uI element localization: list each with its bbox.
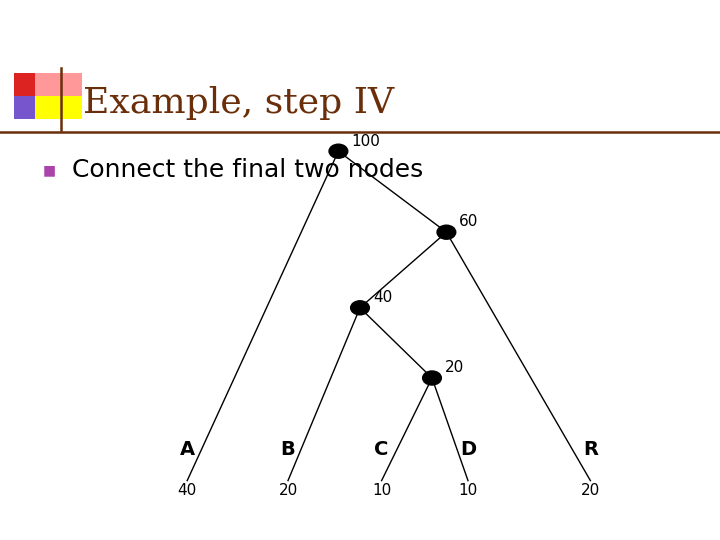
Text: C: C [374,440,389,459]
Text: D: D [460,440,476,459]
FancyBboxPatch shape [35,73,82,96]
Text: 100: 100 [351,133,380,148]
FancyBboxPatch shape [35,96,82,119]
Circle shape [351,301,369,315]
Text: 10: 10 [459,483,477,498]
Text: 60: 60 [459,214,479,230]
FancyBboxPatch shape [14,73,61,96]
Text: 40: 40 [373,290,392,305]
Text: 20: 20 [581,483,600,498]
Text: Example, step IV: Example, step IV [83,86,394,120]
Text: 20: 20 [445,360,464,375]
Text: A: A [179,440,195,459]
Circle shape [423,371,441,385]
Text: 40: 40 [178,483,197,498]
Text: ■: ■ [43,163,56,177]
Text: Connect the final two nodes: Connect the final two nodes [72,158,423,182]
Text: 20: 20 [279,483,297,498]
FancyBboxPatch shape [14,96,61,119]
Text: 10: 10 [372,483,391,498]
Text: R: R [583,440,598,459]
Circle shape [329,144,348,158]
Circle shape [437,225,456,239]
Text: B: B [281,440,295,459]
